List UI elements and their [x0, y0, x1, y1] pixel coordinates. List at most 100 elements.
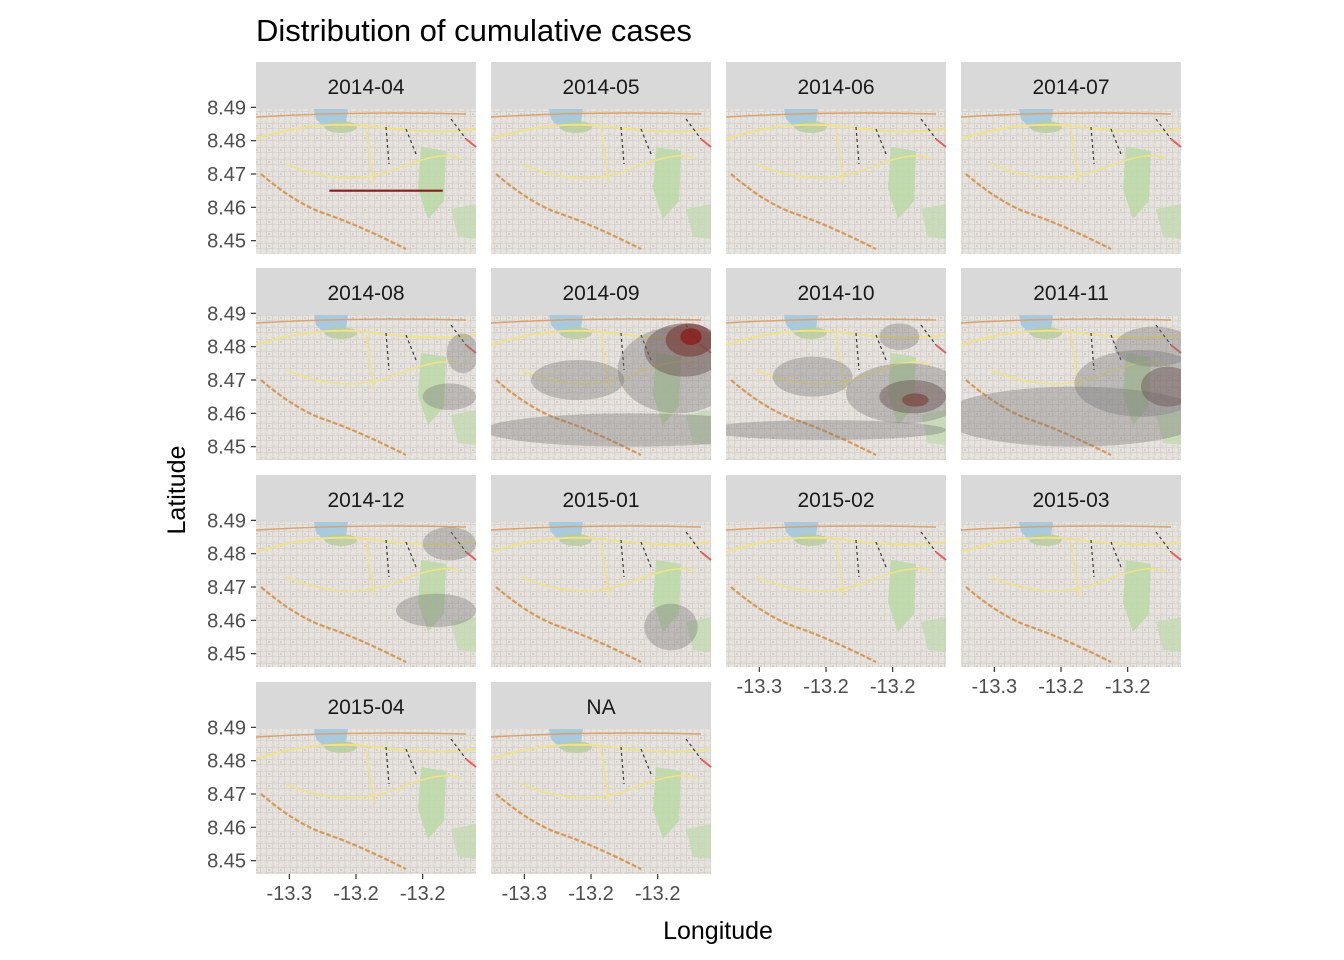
facet-strip-label: 2014-06: [797, 76, 874, 99]
facet-strip: [726, 475, 946, 522]
road-line: [600, 128, 610, 185]
park-area: [418, 147, 446, 219]
track-line: [855, 324, 937, 371]
facet-strip: [256, 268, 476, 315]
facet-panel: 2014-11: [960, 268, 1182, 460]
park-area: [921, 204, 946, 239]
y-tick-label: 8.48: [207, 337, 246, 359]
park-area: [560, 327, 592, 339]
facet-strip: [491, 62, 711, 109]
coast-road: [725, 525, 937, 531]
park-area: [325, 741, 357, 753]
highway-line: [935, 344, 947, 354]
x-tick-label: -13.3: [267, 883, 313, 905]
park-area: [1030, 534, 1062, 546]
facet-strip: [726, 62, 946, 109]
main-road: [730, 173, 877, 250]
density-layer: [961, 326, 1181, 447]
highway-line: [465, 138, 477, 148]
park-area: [921, 617, 946, 652]
road-line: [960, 536, 1182, 553]
road-line: [600, 541, 610, 598]
road-line: [285, 567, 462, 592]
facet-panel: 2014-09: [490, 268, 712, 460]
road-line: [490, 536, 712, 553]
facet-strip-label: 2014-07: [1032, 76, 1109, 99]
park-area: [418, 353, 446, 425]
chart-title: Distribution of cumulative cases: [256, 13, 692, 48]
facet-strip: [256, 62, 476, 109]
park-area: [795, 534, 827, 546]
density-contour: [531, 360, 625, 400]
coast-road: [255, 525, 467, 531]
x-tick-label: -13.2: [635, 883, 681, 905]
park-area: [888, 560, 916, 632]
road-line: [725, 123, 947, 140]
park-area: [560, 121, 592, 133]
y-tick-label: 8.49: [207, 510, 246, 532]
y-tick-label: 8.49: [207, 717, 246, 739]
road-line: [255, 743, 477, 760]
park-area: [686, 824, 711, 859]
facet-panels: 2014-04 2014-05 2014-06 2014-07 2014-08 2014-…: [255, 62, 1182, 874]
facet-strip-label: 2014-10: [797, 282, 874, 305]
y-tick-label: 8.46: [207, 403, 246, 425]
density-contour: [446, 333, 476, 374]
park-area: [1123, 353, 1151, 425]
x-tick-label: -13.3: [737, 676, 783, 698]
main-road: [260, 793, 407, 870]
coast-road: [255, 318, 467, 324]
road-line: [835, 128, 845, 185]
x-tick-label: -13.2: [803, 676, 849, 698]
y-tick-label: 8.46: [207, 817, 246, 839]
facet-strip: [961, 268, 1181, 315]
park-area: [1156, 410, 1181, 445]
facet-panel: 2014-12: [255, 475, 477, 667]
coast-road: [490, 732, 702, 738]
park-area: [888, 147, 916, 219]
track-line: [620, 531, 702, 578]
road-line: [255, 536, 477, 553]
basemap-tile: [725, 522, 947, 667]
road-line: [285, 154, 462, 179]
highway-line: [935, 551, 947, 561]
highway-line: [465, 551, 477, 561]
road-line: [1070, 541, 1080, 598]
highway-line: [935, 138, 947, 148]
highway-line: [700, 758, 712, 768]
road-line: [1070, 334, 1080, 391]
park-area: [560, 534, 592, 546]
park-area: [921, 410, 946, 445]
y-axis-title: Latitude: [163, 446, 191, 535]
facet-panel: 2014-04: [255, 62, 477, 254]
road-line: [255, 123, 477, 140]
facet-panel: 2015-01: [490, 475, 712, 667]
road-line: [520, 154, 697, 179]
y-tick-label: 8.45: [207, 231, 246, 253]
track-line: [1090, 324, 1172, 371]
density-contour: [1114, 326, 1181, 367]
density-contour: [726, 420, 946, 440]
facet-strip: [726, 268, 946, 315]
track-line: [855, 531, 937, 578]
track-line: [385, 738, 467, 785]
facet-strip-label: 2014-05: [562, 76, 639, 99]
density-layer: [644, 603, 698, 651]
road-line: [490, 123, 712, 140]
facet-strip: [256, 475, 476, 522]
y-tick-label: 8.48: [207, 751, 246, 773]
basemap-tile: [960, 109, 1182, 254]
facet-strip-label: 2014-09: [562, 282, 639, 305]
facet-strip-label: 2015-02: [797, 489, 874, 512]
coast-road: [960, 525, 1172, 531]
y-tick-label: 8.48: [207, 131, 246, 153]
x-tick-label: -13.3: [502, 883, 548, 905]
basemap-tile: [960, 522, 1182, 667]
facet-panel: 2014-06: [725, 62, 947, 254]
basemap-tile: [255, 522, 477, 667]
highway-line: [700, 551, 712, 561]
road-line: [755, 154, 932, 179]
road-line: [600, 748, 610, 805]
highway-line: [465, 344, 477, 354]
y-tick-label: 8.49: [207, 303, 246, 325]
